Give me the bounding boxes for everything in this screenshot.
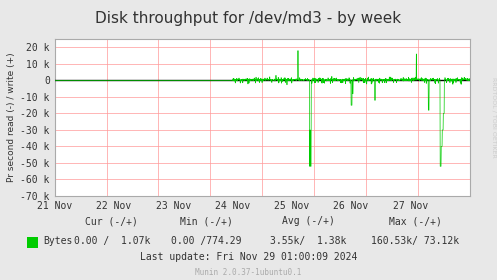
- Text: RRDTOOL / TOBI OETIKER: RRDTOOL / TOBI OETIKER: [491, 77, 496, 158]
- Text: Munin 2.0.37-1ubuntu0.1: Munin 2.0.37-1ubuntu0.1: [195, 268, 302, 277]
- Text: Avg (-/+): Avg (-/+): [282, 216, 334, 226]
- Text: Last update: Fri Nov 29 01:00:09 2024: Last update: Fri Nov 29 01:00:09 2024: [140, 252, 357, 262]
- Text: Max (-/+): Max (-/+): [389, 216, 441, 226]
- Text: Disk throughput for /dev/md3 - by week: Disk throughput for /dev/md3 - by week: [95, 11, 402, 26]
- Text: 0.00 /774.29: 0.00 /774.29: [171, 236, 242, 246]
- Text: Cur (-/+): Cur (-/+): [85, 216, 138, 226]
- Text: 0.00 /  1.07k: 0.00 / 1.07k: [74, 236, 150, 246]
- Text: Min (-/+): Min (-/+): [180, 216, 233, 226]
- Y-axis label: Pr second read (-) / write (+): Pr second read (-) / write (+): [7, 53, 16, 182]
- Text: Bytes: Bytes: [44, 236, 73, 246]
- Text: 3.55k/  1.38k: 3.55k/ 1.38k: [270, 236, 346, 246]
- Text: 160.53k/ 73.12k: 160.53k/ 73.12k: [371, 236, 459, 246]
